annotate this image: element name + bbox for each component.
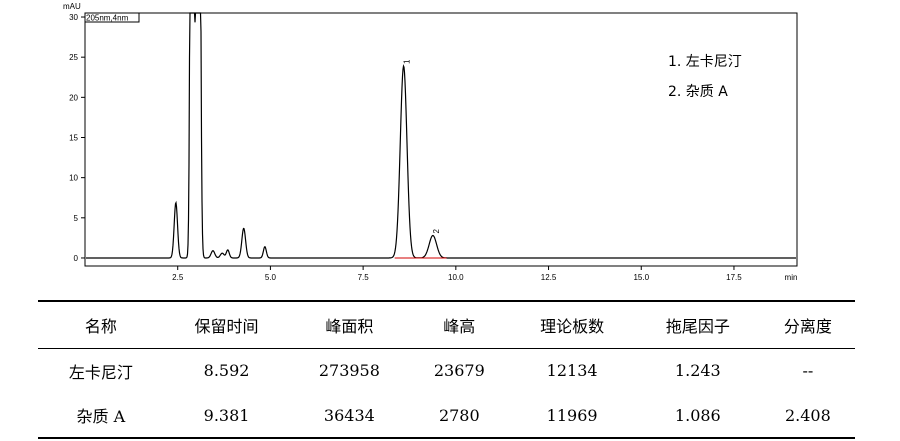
table-cell: 1.086 (634, 393, 761, 439)
table-cell: 11969 (509, 393, 635, 439)
y-tick-label: 5 (74, 214, 79, 223)
x-tick-label: 15.0 (633, 273, 649, 282)
table-row: 杂质 A 9.381 36434 2780 11969 1.086 2.408 (38, 393, 855, 439)
x-tick-label: 5.0 (265, 273, 277, 282)
y-tick-label: 25 (69, 53, 78, 62)
table-cell: 2.408 (760, 393, 855, 439)
table-cell: 左卡尼汀 (68, 362, 133, 382)
header-resolution: 分离度 (760, 300, 855, 349)
table-cell: 9.381 (163, 393, 290, 439)
y-tick-label: 30 (69, 13, 78, 22)
x-tick-label: 17.5 (726, 273, 742, 282)
y-axis-unit-label: mAU (63, 2, 81, 11)
y-axis: 0 5 10 15 20 25 30 (69, 13, 85, 263)
table-header-row: 名称 保留时间 峰面积 峰高 理论板数 拖尾因子 分离度 (38, 300, 855, 349)
legend-item-2: 2. 杂质 A (668, 84, 728, 100)
header-tailing-factor: 拖尾因子 (634, 300, 761, 349)
x-tick-label: 12.5 (541, 273, 557, 282)
header-peak-height: 峰高 (409, 300, 510, 349)
table-cell: 36434 (289, 393, 410, 439)
table-cell: 23679 (433, 361, 485, 381)
plot-frame (84, 12, 798, 267)
peak-label-2: 2 (432, 228, 441, 233)
legend: 1. 左卡尼汀 2. 杂质 A (668, 54, 742, 100)
y-tick-label: 10 (69, 174, 78, 183)
peak-label-1: 1 (403, 59, 412, 64)
x-tick-label: 10.0 (448, 273, 464, 282)
results-table: 名称 保留时间 峰面积 峰高 理论板数 拖尾因子 分离度 左卡尼汀 8.592 … (38, 300, 855, 439)
table-cell: 8.592 (203, 361, 250, 381)
x-axis-unit-label: min (785, 273, 798, 282)
header-theoretical-plates: 理论板数 (509, 300, 635, 349)
chromatogram-trace (86, 12, 796, 259)
table-cell: 1.243 (674, 361, 721, 381)
chromatogram-chart: mAU 205nm,4nm 0 5 10 15 20 25 30 2.5 5.0 7.5 10.0… (63, 2, 798, 282)
table-cell: -- (802, 361, 814, 381)
x-tick-label: 2.5 (172, 273, 184, 282)
legend-item-1: 1. 左卡尼汀 (668, 54, 742, 70)
table-cell: 273958 (318, 361, 380, 381)
table-cell: 12134 (546, 361, 598, 381)
table-row: 左卡尼汀 8.592 273958 23679 12134 1.243 -- (38, 348, 855, 393)
header-retention-time: 保留时间 (163, 300, 290, 349)
header-name: 名称 (38, 300, 164, 349)
method-label: 205nm,4nm (86, 14, 129, 23)
x-axis: 2.5 5.0 7.5 10.0 12.5 15.0 17.5 min (172, 266, 797, 282)
y-tick-label: 0 (74, 254, 79, 263)
x-tick-label: 7.5 (358, 273, 370, 282)
table-cell: 2780 (409, 393, 510, 439)
table-cell: 杂质 A (38, 393, 164, 439)
header-peak-area: 峰面积 (289, 300, 410, 349)
y-tick-label: 15 (69, 133, 78, 142)
y-tick-label: 20 (69, 93, 78, 102)
